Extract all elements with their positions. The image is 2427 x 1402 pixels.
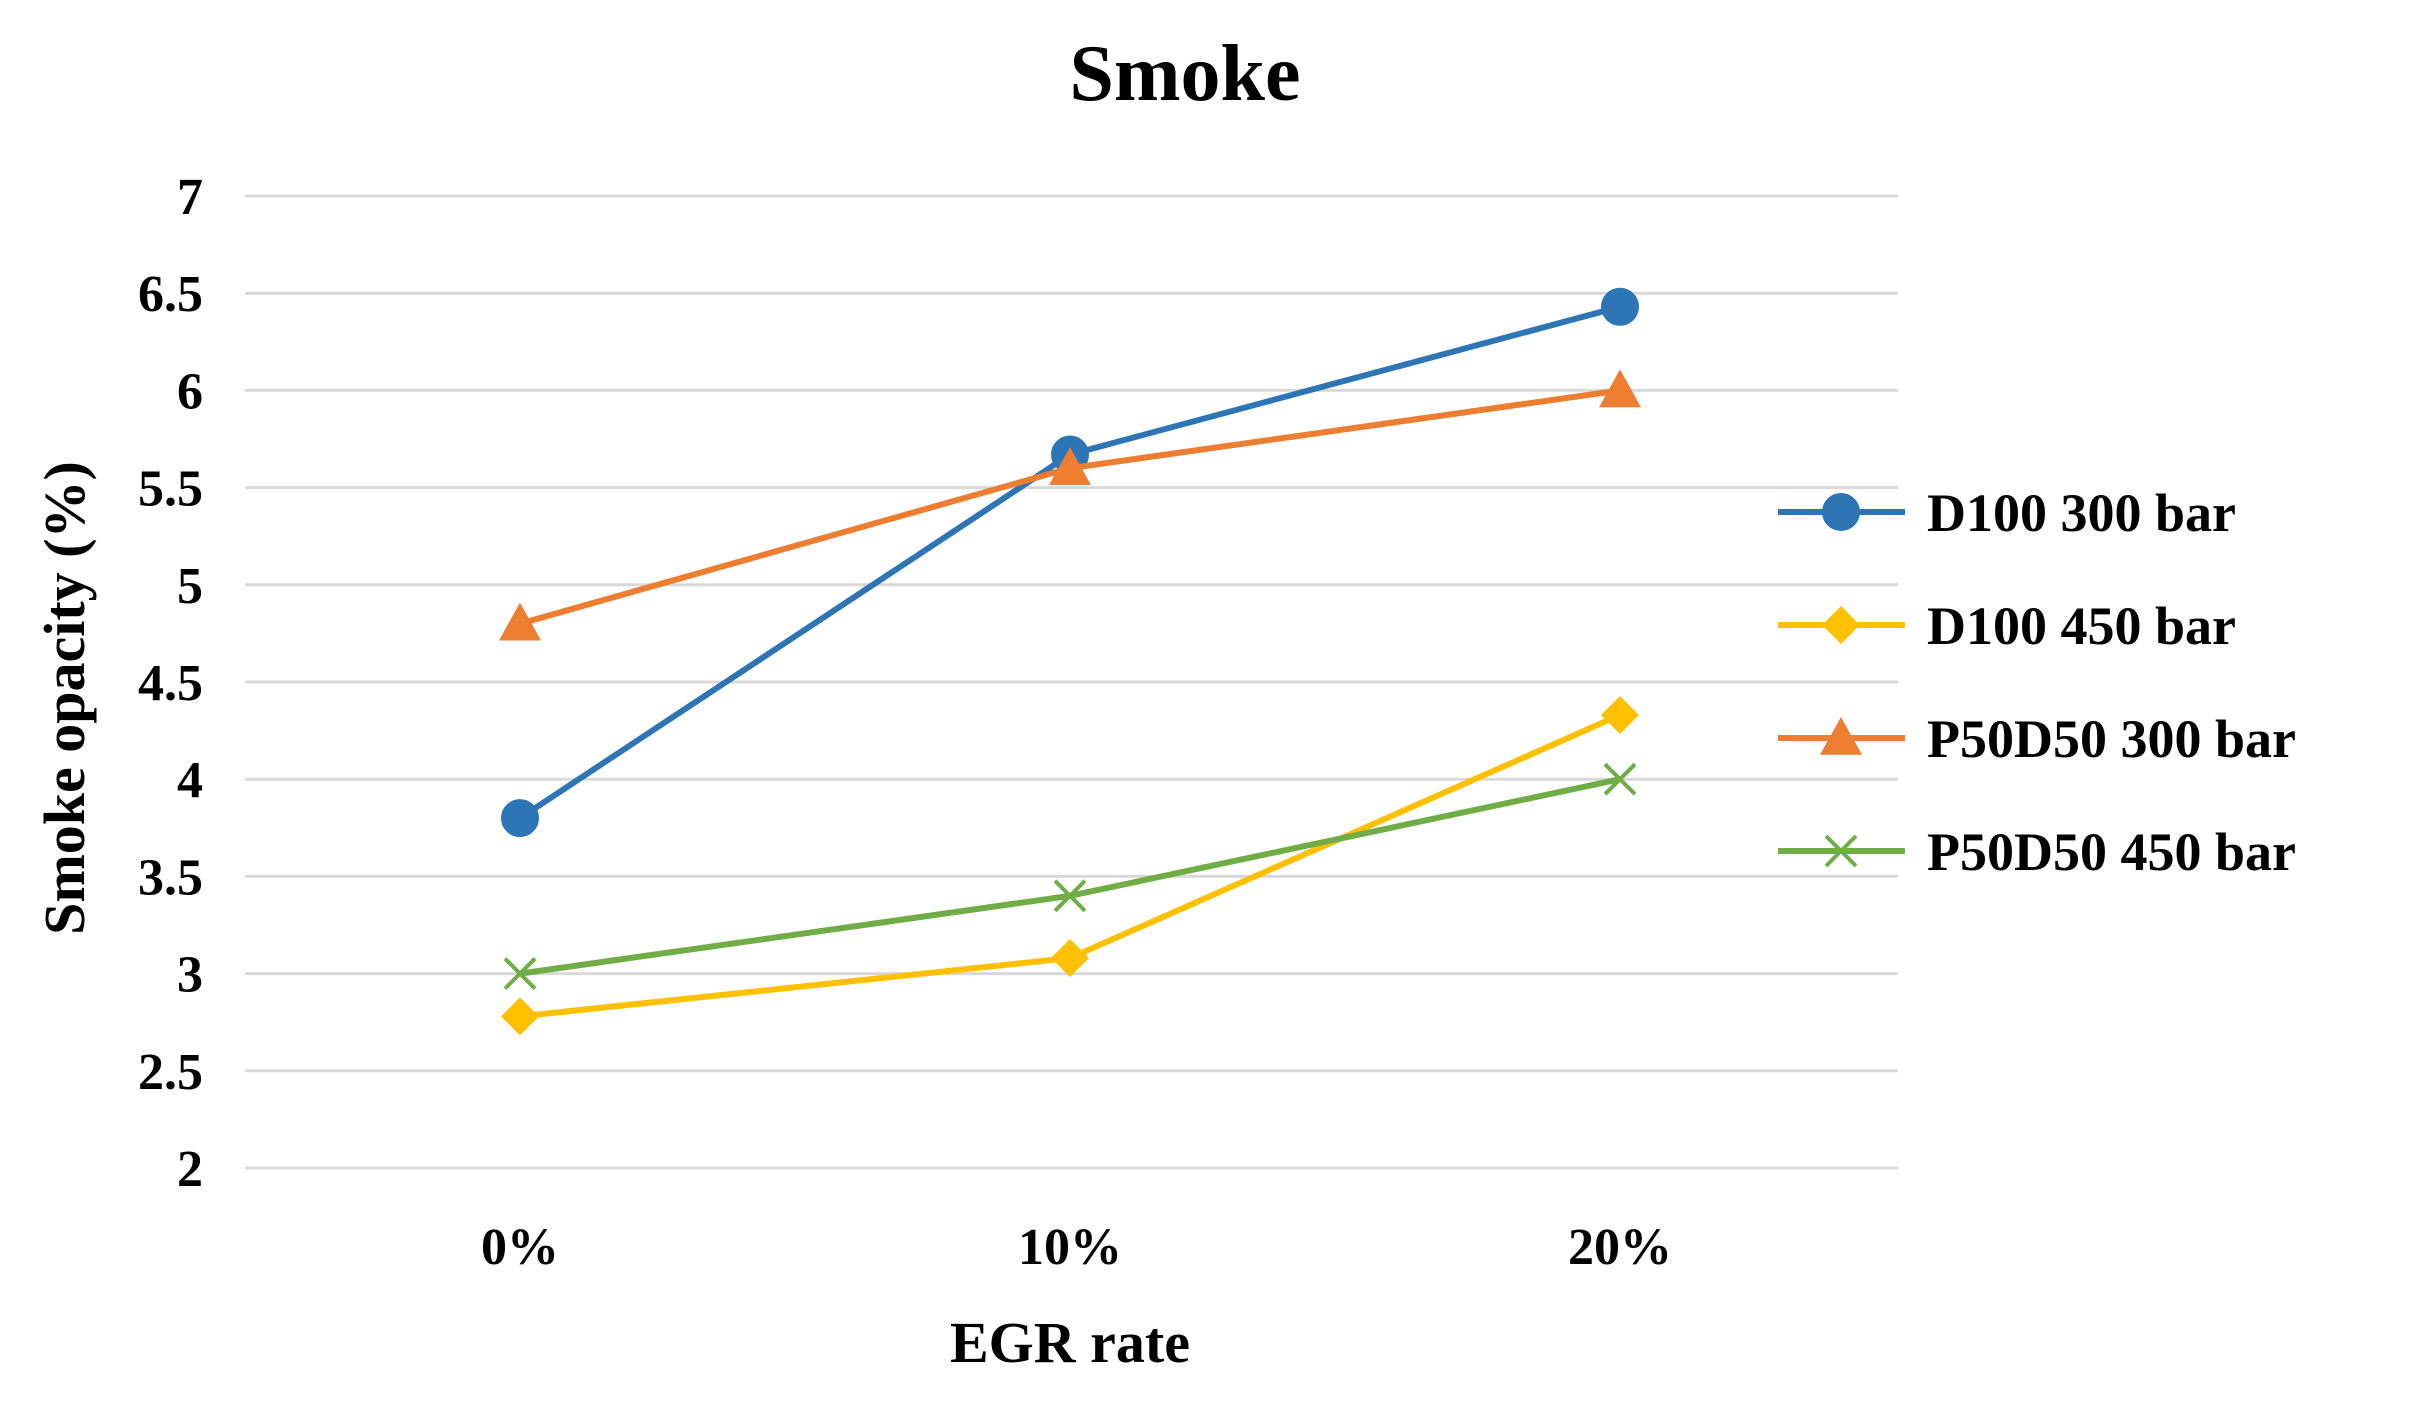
y-tick-label: 5	[177, 558, 203, 615]
y-tick-label: 4.5	[138, 655, 203, 712]
data-point-d100-300-bar	[501, 799, 539, 838]
x-axis-ticks: 0% 10% 20%	[481, 1219, 1672, 1276]
legend-label: D100 450 bar	[1927, 596, 2236, 656]
y-axis-ticks: 2 2.5 3 3.5 4 4.5 5 5.5 6 6.5 7	[138, 169, 203, 1198]
y-tick-label: 5.5	[138, 461, 203, 518]
series-line-d100-300-bar	[518, 303, 1621, 821]
y-tick-label: 6	[177, 363, 203, 420]
y-tick-label: 3	[177, 947, 203, 1004]
legend-marker	[1822, 606, 1860, 644]
series-d100-300-bar	[501, 287, 1639, 838]
y-tick-label: 4	[177, 752, 203, 809]
series-p50d50-450-bar	[503, 762, 1637, 991]
y-axis-title: Smoke opacity (%)	[32, 461, 97, 935]
y-tick-label: 2	[177, 1141, 203, 1198]
y-tick-label: 6.5	[138, 266, 203, 323]
chart-title: Smoke	[1069, 30, 1300, 118]
data-point-d100-450-bar	[1601, 696, 1639, 735]
y-tick-label: 2.5	[138, 1044, 203, 1101]
x-axis-title: EGR rate	[950, 1310, 1190, 1375]
gridlines	[245, 194, 1898, 1170]
data-point-p50d50-300-bar	[1599, 369, 1641, 408]
legend-marker	[1820, 717, 1862, 755]
legend-label: P50D50 300 bar	[1927, 709, 2296, 769]
series-d100-450-bar	[501, 696, 1639, 1036]
legend-marker	[1822, 493, 1860, 531]
data-point-p50d50-450-bar	[1053, 879, 1087, 913]
y-tick-label: 3.5	[138, 849, 203, 906]
data-point-d100-450-bar	[501, 997, 539, 1036]
data-point-p50d50-450-bar	[1603, 762, 1637, 796]
series-lines	[499, 287, 1641, 1036]
legend-label: D100 300 bar	[1927, 483, 2236, 543]
series-line-p50d50-300-bar	[519, 387, 1621, 627]
y-tick-label: 7	[177, 169, 203, 226]
data-point-d100-300-bar	[1601, 287, 1639, 326]
data-point-d100-450-bar	[1051, 939, 1089, 978]
x-tick-label: 0%	[481, 1219, 559, 1276]
data-point-p50d50-300-bar	[499, 602, 541, 641]
legend-item-d100-300-bar: D100 300 bar	[1778, 483, 2236, 543]
legend: D100 300 bar D100 450 bar P50D50 300 bar P5…	[1778, 483, 2296, 882]
legend-item-p50d50-300-bar: P50D50 300 bar	[1778, 709, 2296, 769]
data-point-p50d50-300-bar	[1049, 447, 1091, 485]
data-point-p50d50-450-bar	[503, 957, 537, 991]
x-tick-label: 10%	[1018, 1219, 1122, 1276]
series-p50d50-300-bar	[499, 369, 1641, 641]
legend-item-d100-450-bar: D100 450 bar	[1778, 596, 2236, 656]
legend-label: P50D50 450 bar	[1927, 822, 2296, 882]
x-tick-label: 20%	[1568, 1219, 1672, 1276]
legend-marker	[1824, 834, 1858, 868]
legend-item-p50d50-450-bar: P50D50 450 bar	[1778, 822, 2296, 882]
